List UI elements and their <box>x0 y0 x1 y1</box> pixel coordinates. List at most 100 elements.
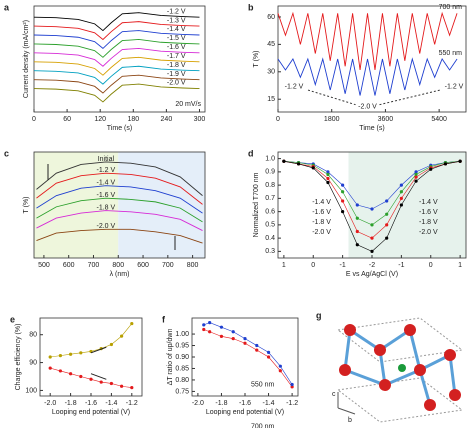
marker <box>290 382 294 387</box>
series-line <box>36 228 203 244</box>
x-axis-label: λ (nm) <box>110 271 130 278</box>
y-tick-label: 0.85 <box>175 365 189 372</box>
marker <box>278 369 282 373</box>
x-axis-label: Looping end potential (V) <box>206 409 284 416</box>
series-line <box>203 329 293 387</box>
panel-letter: f <box>162 314 166 324</box>
series-line <box>33 74 200 94</box>
series-line <box>36 172 203 205</box>
marker <box>355 243 359 247</box>
marker <box>69 352 73 356</box>
panel-letter: e <box>10 314 15 324</box>
series-line <box>36 161 203 196</box>
series-label: 550 nm <box>251 381 275 388</box>
marker <box>231 337 235 341</box>
y-axis-label: Normalized T700 nm <box>253 172 260 237</box>
y-axis-label: Charge efficiency (%) <box>15 324 22 391</box>
marker <box>326 172 330 177</box>
marker <box>109 342 113 347</box>
marker <box>385 199 389 203</box>
series-line <box>36 210 203 231</box>
x-tick-label: -1.2 <box>126 400 138 407</box>
marker <box>355 203 359 207</box>
panel-letter: d <box>248 148 254 158</box>
series-label: -1.6 V <box>312 209 331 216</box>
x-tick-label: 0 <box>276 116 280 123</box>
series-line <box>36 197 203 223</box>
arrow <box>90 346 107 354</box>
marker <box>79 351 83 355</box>
x-tick-label: -1.2 <box>286 400 298 407</box>
series-label: -1.8 V <box>97 204 116 211</box>
x-tick-label: 5400 <box>431 116 447 123</box>
y-tick-label: 0.90 <box>175 354 189 361</box>
y-tick-label: 80 <box>29 332 37 339</box>
marker <box>58 369 63 373</box>
marker <box>99 380 103 384</box>
series-label: -1.2 V <box>167 8 186 15</box>
series-line <box>33 83 200 103</box>
x-tick-label: 500 <box>38 262 50 269</box>
annotation: 20 mV/s <box>175 101 201 108</box>
marker <box>202 327 206 332</box>
series-label: -1.2 V <box>97 167 116 174</box>
marker <box>429 167 433 171</box>
x-tick-label: 600 <box>63 262 75 269</box>
marker <box>326 170 330 174</box>
x-tick-label: -1.8 <box>65 400 77 407</box>
marker <box>278 364 282 368</box>
series-line <box>36 185 203 214</box>
marker <box>370 207 374 211</box>
y-axis-label: T (%) <box>253 51 260 68</box>
marker <box>130 386 134 390</box>
marker <box>120 334 124 338</box>
series-label: Initial <box>98 156 115 163</box>
marker <box>443 162 448 166</box>
marker <box>120 384 124 388</box>
y-tick-label: 0.95 <box>175 342 189 349</box>
marker <box>290 385 294 389</box>
marker <box>79 374 83 379</box>
annotation: -2.0 V <box>358 103 377 110</box>
series-label: -1.4 V <box>419 199 438 206</box>
plot-frame <box>191 317 299 397</box>
marker <box>385 223 389 227</box>
x-tick-label: 0 <box>32 116 36 123</box>
x-axis-label: Time (s) <box>359 125 384 132</box>
marker <box>341 190 345 194</box>
marker <box>219 325 224 329</box>
marker <box>355 229 359 234</box>
panel-letter: c <box>4 148 9 158</box>
y-axis-label: T (%) <box>23 197 30 214</box>
x-tick-label: 700 <box>88 262 100 269</box>
annotation: -1.2 V <box>285 83 304 90</box>
series-label: -2.0 V <box>312 229 331 236</box>
y-tick-label: 0.3 <box>265 248 275 255</box>
marker <box>69 372 73 376</box>
marker <box>326 180 330 185</box>
marker <box>399 196 403 200</box>
series-line <box>277 57 458 96</box>
y-tick-label: 0.80 <box>175 377 189 384</box>
x-tick-label: 0 <box>429 262 433 269</box>
series-label: -1.4 V <box>97 180 116 187</box>
marker <box>370 249 374 253</box>
y-tick-label: 60 <box>267 14 275 21</box>
x-tick-label: 800 <box>187 262 199 269</box>
x-tick-label: 600 <box>137 262 149 269</box>
x-tick-label: 120 <box>94 116 106 123</box>
marker <box>399 183 403 187</box>
series-label: -1.8 V <box>312 219 331 226</box>
marker <box>370 223 374 227</box>
x-tick-label: -1.6 <box>239 400 251 407</box>
series-label: -1.8 V <box>419 219 438 226</box>
x-tick-label: 1800 <box>324 116 340 123</box>
x-tick-label: -2 <box>369 262 375 269</box>
y-tick-label: 0.4 <box>265 235 275 242</box>
marker <box>414 170 418 174</box>
y-tick-label: 90 <box>29 359 37 366</box>
series-label: -1.6 V <box>167 44 186 51</box>
marker <box>458 159 462 163</box>
x-tick-label: 700 <box>162 262 174 269</box>
shading <box>118 152 205 258</box>
